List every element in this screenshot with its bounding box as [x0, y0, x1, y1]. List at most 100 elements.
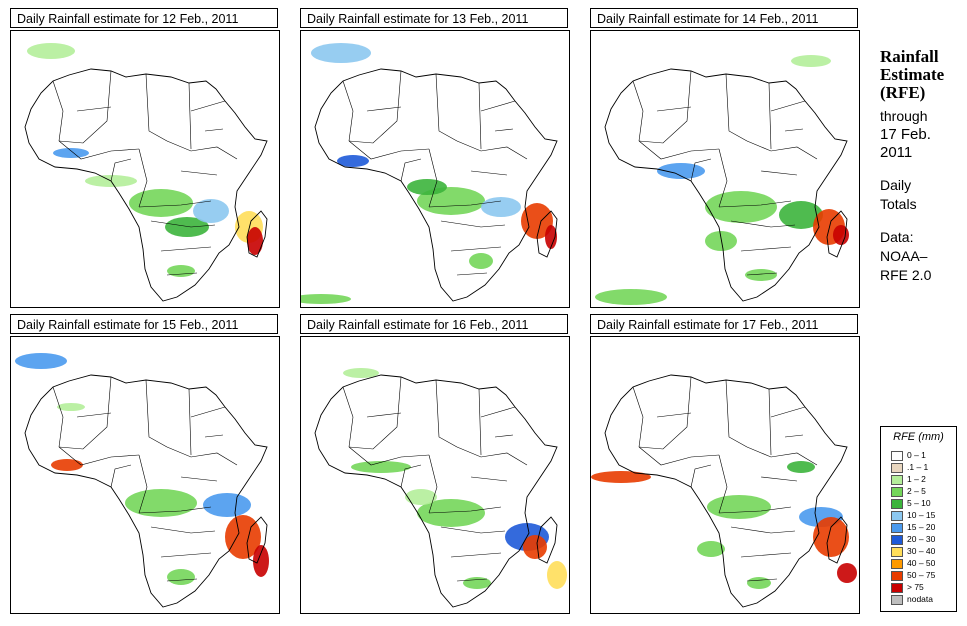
legend-item: nodata: [891, 594, 953, 606]
africa-rainfall-map: [10, 336, 280, 614]
country-border: [440, 526, 506, 534]
country-border: [768, 82, 772, 150]
country-border: [638, 70, 692, 144]
africa-coastline: [24, 68, 268, 302]
country-border: [150, 526, 216, 534]
legend-item: .1 – 1: [891, 462, 953, 474]
legend-swatch: [891, 535, 903, 545]
legend-swatch: [891, 559, 903, 569]
figure-title-line: (RFE): [880, 83, 926, 102]
rainfall-area: [595, 289, 667, 305]
country-border: [190, 406, 226, 418]
country-border: [180, 170, 218, 176]
rainfall-area: [125, 489, 197, 517]
rainfall-area: [791, 55, 831, 67]
africa-coastline: [314, 374, 558, 608]
country-border: [188, 388, 192, 456]
legend-label: 50 – 75: [907, 570, 936, 580]
country-border: [435, 73, 458, 142]
figure-description: Rainfall Estimate (RFE) through 17 Feb. …: [880, 48, 965, 285]
country-border: [632, 80, 644, 142]
legend-item: 5 – 10: [891, 498, 953, 510]
rainfall-area: [253, 545, 269, 577]
rainfall-area: [523, 535, 547, 559]
country-border: [725, 379, 748, 448]
rainfall-area: [707, 495, 771, 519]
panel-title: Daily Rainfall estimate for 14 Feb., 201…: [590, 8, 858, 28]
africa-coastline: [604, 68, 848, 302]
country-border: [656, 106, 692, 112]
country-border: [52, 80, 64, 142]
country-border: [400, 464, 422, 488]
figure-title-line: Rainfall: [880, 47, 939, 66]
rainfall-area: [129, 189, 193, 217]
rainfall-area: [407, 179, 447, 195]
legend-item: 15 – 20: [891, 522, 953, 534]
country-border: [740, 552, 792, 558]
country-border: [342, 80, 354, 142]
legend-label: nodata: [907, 594, 933, 604]
country-border: [690, 158, 712, 182]
rainfall-area: [705, 191, 777, 223]
madagascar-outline: [536, 516, 558, 564]
country-border: [725, 73, 748, 142]
country-border: [480, 100, 516, 112]
africa-coastline: [314, 68, 558, 302]
country-border: [638, 446, 720, 466]
country-border: [450, 246, 502, 252]
country-border: [76, 106, 112, 112]
legend-swatch: [891, 475, 903, 485]
country-border: [746, 272, 778, 276]
country-border: [638, 140, 720, 160]
through-date: 17 Feb.: [880, 126, 931, 143]
country-border: [494, 128, 514, 132]
legend-swatch: [891, 583, 903, 593]
madagascar-outline: [246, 210, 268, 258]
legend-item: 30 – 40: [891, 546, 953, 558]
legend-label: 10 – 15: [907, 510, 936, 520]
country-border: [440, 220, 506, 228]
rainfall-area: [837, 563, 857, 583]
country-border: [166, 578, 198, 582]
africa-rainfall-map: [590, 30, 860, 308]
rainfall-area: [779, 201, 823, 229]
country-border: [110, 464, 132, 488]
map-panel-16-feb: Daily Rainfall estimate for 16 Feb., 201…: [300, 314, 570, 614]
legend-item: 10 – 15: [891, 510, 953, 522]
country-border: [166, 446, 238, 466]
rainfall-area: [833, 225, 849, 245]
country-border: [428, 506, 502, 514]
rainfall-area: [481, 197, 521, 217]
rainfall-area: [165, 217, 209, 237]
country-border: [145, 379, 168, 448]
country-border: [166, 140, 238, 160]
country-border: [348, 140, 430, 160]
country-border: [718, 200, 792, 208]
country-border: [730, 526, 796, 534]
legend-item: 2 – 5: [891, 486, 953, 498]
map-panel-13-feb: Daily Rainfall estimate for 13 Feb., 201…: [300, 8, 570, 308]
rainfall-area: [469, 253, 493, 269]
rainfall-area: [247, 227, 263, 255]
rainfall-area: [167, 265, 195, 277]
country-border: [450, 552, 502, 558]
country-border: [348, 446, 430, 466]
data-source: RFE 2.0: [880, 267, 932, 283]
panel-title: Daily Rainfall estimate for 13 Feb., 201…: [300, 8, 568, 28]
country-border: [770, 406, 806, 418]
daily-label: Daily: [880, 177, 912, 193]
legend-swatch: [891, 511, 903, 521]
country-border: [160, 552, 212, 558]
legend-title: RFE (mm): [893, 431, 944, 443]
country-border: [150, 220, 216, 228]
rainfall-area: [697, 541, 725, 557]
panel-title: Daily Rainfall estimate for 17 Feb., 201…: [590, 314, 858, 334]
madagascar-outline: [246, 516, 268, 564]
country-border: [718, 148, 728, 208]
legend-item: 50 – 75: [891, 570, 953, 582]
legend-label: 1 – 2: [907, 474, 926, 484]
country-border: [456, 140, 528, 160]
rainfall-area: [547, 561, 567, 589]
rainfall-area: [521, 203, 553, 239]
through-year: 2011: [880, 144, 913, 161]
